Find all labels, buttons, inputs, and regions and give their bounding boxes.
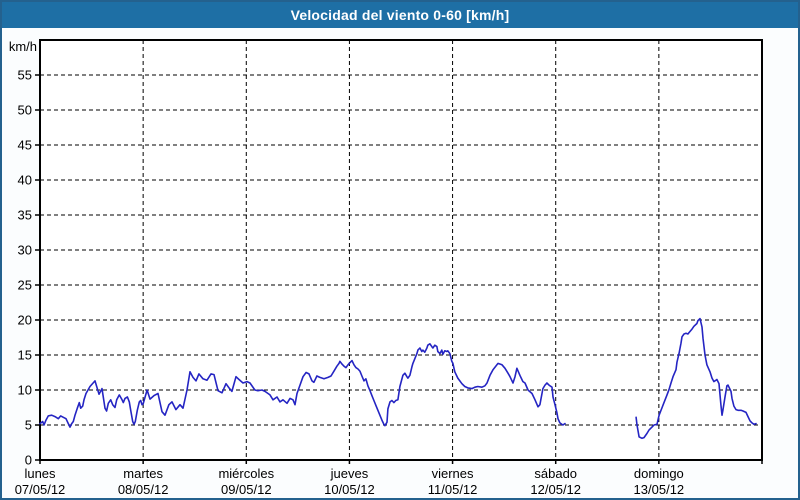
wind-speed-series-line bbox=[635, 317, 757, 440]
wind-speed-series-line bbox=[39, 342, 566, 428]
x-day-name-label: miércoles bbox=[218, 466, 274, 481]
x-day-name-label: domingo bbox=[634, 466, 684, 481]
y-tick-label: 55 bbox=[18, 68, 32, 83]
y-tick-label: 30 bbox=[18, 243, 32, 258]
x-day-date-label: 12/05/12 bbox=[530, 482, 581, 497]
x-day-date-label: 10/05/12 bbox=[324, 482, 375, 497]
y-tick-label: 40 bbox=[18, 173, 32, 188]
y-tick-label: 15 bbox=[18, 348, 32, 363]
y-tick-label: 45 bbox=[18, 138, 32, 153]
y-tick-label: 0 bbox=[25, 453, 32, 468]
x-day-date-label: 08/05/12 bbox=[118, 482, 169, 497]
x-day-name-label: lunes bbox=[24, 466, 56, 481]
x-day-date-label: 07/05/12 bbox=[15, 482, 66, 497]
y-tick-label: 50 bbox=[18, 103, 32, 118]
y-tick-label: 20 bbox=[18, 313, 32, 328]
y-axis-unit-label: km/h bbox=[9, 39, 37, 54]
y-tick-label: 35 bbox=[18, 208, 32, 223]
chart-title-bar: Velocidad del viento 0-60 [km/h] bbox=[2, 2, 798, 28]
y-tick-label: 25 bbox=[18, 278, 32, 293]
chart-title: Velocidad del viento 0-60 [km/h] bbox=[290, 7, 510, 23]
x-day-name-label: martes bbox=[123, 466, 163, 481]
y-tick-label: 10 bbox=[18, 383, 32, 398]
x-day-name-label: jueves bbox=[330, 466, 369, 481]
x-day-name-label: viernes bbox=[432, 466, 474, 481]
x-day-date-label: 11/05/12 bbox=[428, 482, 478, 497]
x-day-date-label: 09/05/12 bbox=[221, 482, 272, 497]
x-day-date-label: 13/05/12 bbox=[634, 482, 685, 497]
y-tick-label: 5 bbox=[25, 418, 32, 433]
x-day-name-label: sábado bbox=[534, 466, 577, 481]
